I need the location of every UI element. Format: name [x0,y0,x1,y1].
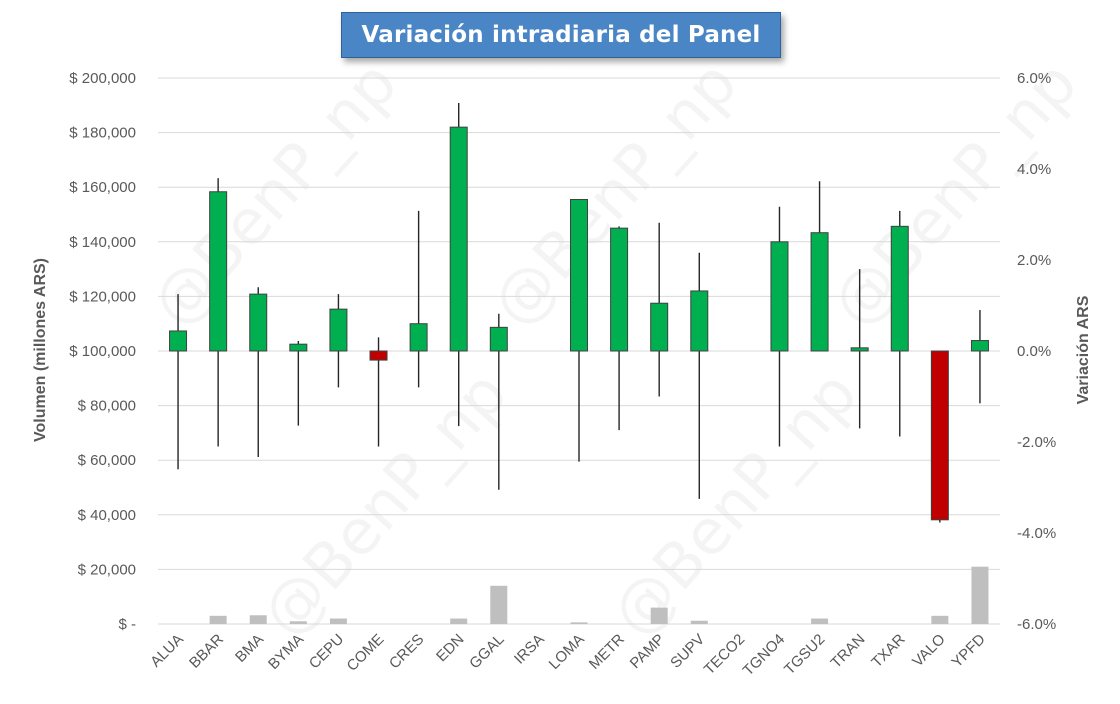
chart-title: Variación intradiaria del Panel Líder [341,12,781,92]
volume-bar [249,615,267,624]
category-label: TGNO4 [740,631,789,680]
candle-body [890,225,909,352]
volume-bar [209,615,227,624]
left-tick-label: $ 140,000 [69,234,136,251]
volume-bar [329,618,347,624]
category-label: EDN [433,631,467,665]
left-tick-label: $ 20,000 [78,561,136,578]
watermark: @BenP_np [597,357,871,650]
candle-body [770,241,789,352]
right-tick-label: 4.0% [1017,161,1051,178]
category-label: BBAR [186,631,227,672]
volume-bars [209,566,989,624]
candle-body [690,290,709,352]
left-tick-label: $ 60,000 [78,452,136,469]
candle-body [610,227,629,352]
right-axis-ticks: -6.0% -4.0% -2.0% 0.0% 2.0% 4.0% 6.0% [1017,70,1056,633]
right-axis-title: Variación ARS [1075,295,1092,404]
left-tick-label: $ - [118,616,136,633]
candle-body [449,126,468,352]
candle-body [810,232,829,352]
variation-candles [169,103,989,523]
category-label: TGSU2 [781,631,828,678]
right-tick-label: 2.0% [1017,252,1051,269]
watermark: @BenP_np [247,357,521,650]
candle-body [570,198,588,352]
volume-bar [570,622,588,624]
volume-bar [490,585,508,624]
left-tick-label: $ 120,000 [69,288,136,305]
left-tick-label: $ 200,000 [69,70,136,87]
right-tick-label: -6.0% [1017,616,1056,633]
right-tick-label: -2.0% [1017,434,1056,451]
candle-body [249,293,268,352]
category-label: COME [344,631,388,675]
candle-body [289,343,308,352]
candle-body [209,191,228,352]
category-label: BMA [232,631,267,666]
candle-body [329,308,348,352]
volume-bar [811,618,829,624]
category-label: TECO2 [701,631,748,678]
left-axis-ticks: $ - $ 20,000 $ 40,000 $ 60,000 $ 80,000 $ 100… [69,70,136,633]
candle-body [409,323,428,352]
candle-body [930,350,949,521]
candle-body [650,302,669,352]
category-label: CRES [386,631,427,672]
volume-bar [971,566,989,624]
left-tick-label: $ 80,000 [78,398,136,415]
category-label: TXAR [868,631,908,671]
volume-bar [690,620,708,624]
volume-bar [289,621,307,624]
category-label: TRAN [828,631,869,672]
volume-bar [931,615,949,624]
candle-body [489,326,508,352]
right-tick-label: -4.0% [1017,525,1056,542]
candle-body [850,347,869,352]
volume-bar [650,607,668,624]
category-label: LOMA [546,631,588,673]
category-label: METR [586,631,628,673]
candle-body [369,350,388,361]
right-tick-label: 0.0% [1017,343,1051,360]
category-label: ALUA [147,631,187,671]
left-tick-label: $ 100,000 [69,343,136,360]
left-tick-label: $ 180,000 [69,125,136,142]
category-label: YPFD [948,631,988,671]
category-label: VALO [909,631,949,671]
left-axis-title: Volumen (millones ARS) [32,258,49,442]
left-tick-label: $ 40,000 [78,507,136,524]
volume-bar [450,618,468,624]
category-label: IRSA [511,631,548,668]
candle-body [970,340,989,352]
category-label: GGAL [466,631,507,672]
right-tick-label: 6.0% [1017,70,1051,87]
left-tick-label: $ 160,000 [69,179,136,196]
candle-body [169,330,188,352]
